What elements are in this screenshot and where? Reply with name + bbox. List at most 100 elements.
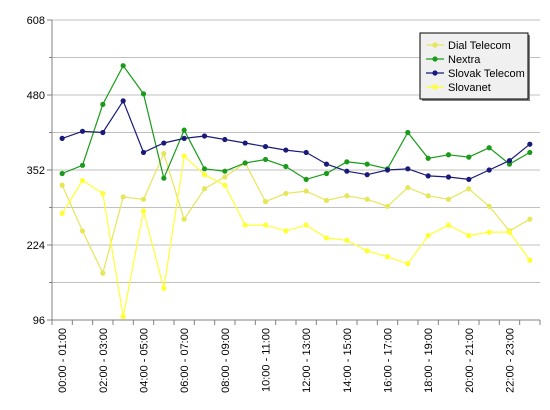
data-point: [466, 154, 472, 160]
x-tick-label: 08:00 - 09:00: [220, 328, 232, 393]
legend-swatch-marker: [432, 56, 438, 62]
legend-label: Slovak Telecom: [448, 68, 525, 80]
data-point: [527, 149, 533, 156]
data-point: [283, 147, 289, 153]
data-point: [425, 233, 431, 239]
data-point: [100, 101, 106, 107]
data-point: [120, 194, 126, 200]
series-line: [61, 64, 531, 181]
data-point: [466, 176, 472, 182]
data-point: [120, 313, 126, 320]
data-point: [466, 186, 472, 192]
data-point: [486, 145, 492, 151]
data-point: [364, 248, 370, 254]
data-point: [140, 196, 147, 202]
data-point: [364, 172, 370, 178]
legend: Dial Telecom Nextra Slovak Telecom Slovanet: [419, 32, 530, 101]
x-tick-label: 02:00 - 03:00: [98, 328, 110, 393]
legend-box: [419, 32, 529, 100]
data-point: [79, 128, 86, 134]
data-point: [79, 177, 86, 184]
data-point: [161, 150, 167, 157]
x-tick-label: 16:00 - 17:00: [383, 328, 395, 393]
data-point: [59, 210, 65, 216]
data-point: [445, 174, 452, 180]
legend-swatch-marker: [432, 84, 438, 90]
data-point: [242, 160, 248, 166]
legend-label: Nextra: [448, 54, 481, 66]
data-point: [59, 135, 65, 141]
data-point: [181, 216, 187, 222]
data-point: [262, 199, 269, 205]
data-point: [100, 190, 106, 197]
series-group: [59, 63, 533, 320]
data-point: [120, 98, 126, 104]
data-point: [425, 155, 431, 161]
data-point: [405, 129, 411, 136]
y-tick-label: 224: [27, 240, 45, 252]
data-point: [140, 91, 147, 97]
data-point: [323, 161, 330, 167]
data-point: [506, 158, 513, 164]
data-point: [486, 167, 492, 173]
data-point: [527, 141, 533, 147]
data-point: [445, 222, 452, 228]
data-point: [364, 196, 370, 202]
data-point: [181, 127, 187, 133]
data-point: [323, 170, 330, 177]
data-point: [527, 257, 533, 263]
series-line: [61, 151, 531, 275]
data-point: [445, 152, 452, 158]
data-point: [344, 193, 350, 199]
series-line: [62, 99, 531, 181]
data-point: [262, 156, 269, 163]
data-point: [303, 149, 309, 156]
y-tick-label: 96: [33, 315, 45, 327]
data-point: [161, 140, 167, 146]
data-point: [222, 168, 228, 174]
data-point: [161, 285, 167, 291]
x-tick-label: 18:00 - 19:00: [423, 328, 435, 393]
series-line: [61, 154, 531, 317]
legend-label: Dial Telecom: [448, 40, 511, 52]
data-point: [486, 203, 492, 209]
y-tick-label: 480: [27, 90, 45, 102]
series-nextra: [59, 63, 533, 182]
data-point: [344, 237, 350, 243]
x-tick-label: 22:00 - 23:00: [505, 328, 517, 393]
data-point: [100, 129, 106, 136]
data-point: [283, 190, 289, 197]
x-tick-label: 10:00 - 11:00: [261, 328, 273, 392]
series-slovak-telecom: [59, 98, 533, 182]
data-point: [161, 175, 167, 181]
series-dial-telecom: [59, 150, 533, 276]
data-point: [506, 229, 513, 235]
series-slovanet: [59, 153, 533, 320]
data-point: [59, 170, 65, 177]
data-point: [222, 174, 228, 180]
x-tick-label: 14:00 - 15:00: [342, 328, 354, 393]
data-point: [140, 149, 147, 156]
data-point: [344, 168, 350, 174]
x-tick-label: 04:00 - 05:00: [139, 328, 151, 393]
data-point: [364, 161, 370, 167]
data-point: [344, 159, 350, 165]
data-point: [384, 254, 391, 260]
data-point: [181, 153, 187, 159]
data-point: [323, 235, 330, 241]
data-point: [262, 222, 269, 228]
axes: 96 224 352 480 608 00:00 - 01:00 02:00 - 03:00…: [27, 15, 541, 393]
data-point: [222, 182, 228, 188]
data-point: [425, 193, 431, 199]
data-point: [384, 203, 391, 209]
data-point: [222, 136, 228, 143]
data-point: [140, 208, 147, 214]
data-point: [405, 184, 411, 191]
legend-swatch-marker: [432, 70, 438, 76]
data-point: [181, 135, 187, 141]
data-point: [303, 176, 309, 182]
data-point: [405, 166, 411, 172]
data-point: [59, 182, 65, 188]
data-point: [486, 229, 492, 235]
